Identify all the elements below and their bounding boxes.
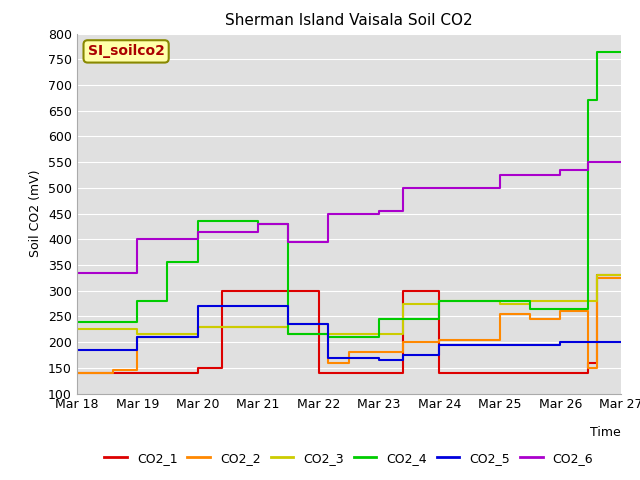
Text: SI_soilco2: SI_soilco2 [88,44,164,59]
Title: Sherman Island Vaisala Soil CO2: Sherman Island Vaisala Soil CO2 [225,13,472,28]
Legend: CO2_1, CO2_2, CO2_3, CO2_4, CO2_5, CO2_6: CO2_1, CO2_2, CO2_3, CO2_4, CO2_5, CO2_6 [99,447,598,469]
Text: Time: Time [590,426,621,439]
Y-axis label: Soil CO2 (mV): Soil CO2 (mV) [29,170,42,257]
